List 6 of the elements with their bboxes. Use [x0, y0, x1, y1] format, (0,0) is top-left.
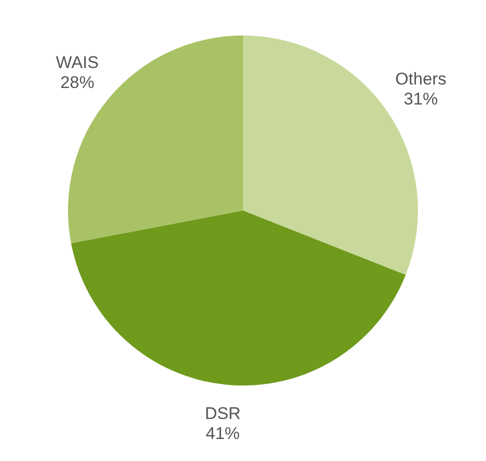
slice-label: WAIS — [56, 53, 99, 72]
slice-label: Others — [395, 69, 446, 88]
data-label: 28% — [60, 73, 94, 92]
data-label: 41% — [206, 424, 240, 444]
data-label: 31% — [404, 89, 438, 108]
slice-label: DSR — [204, 404, 241, 424]
